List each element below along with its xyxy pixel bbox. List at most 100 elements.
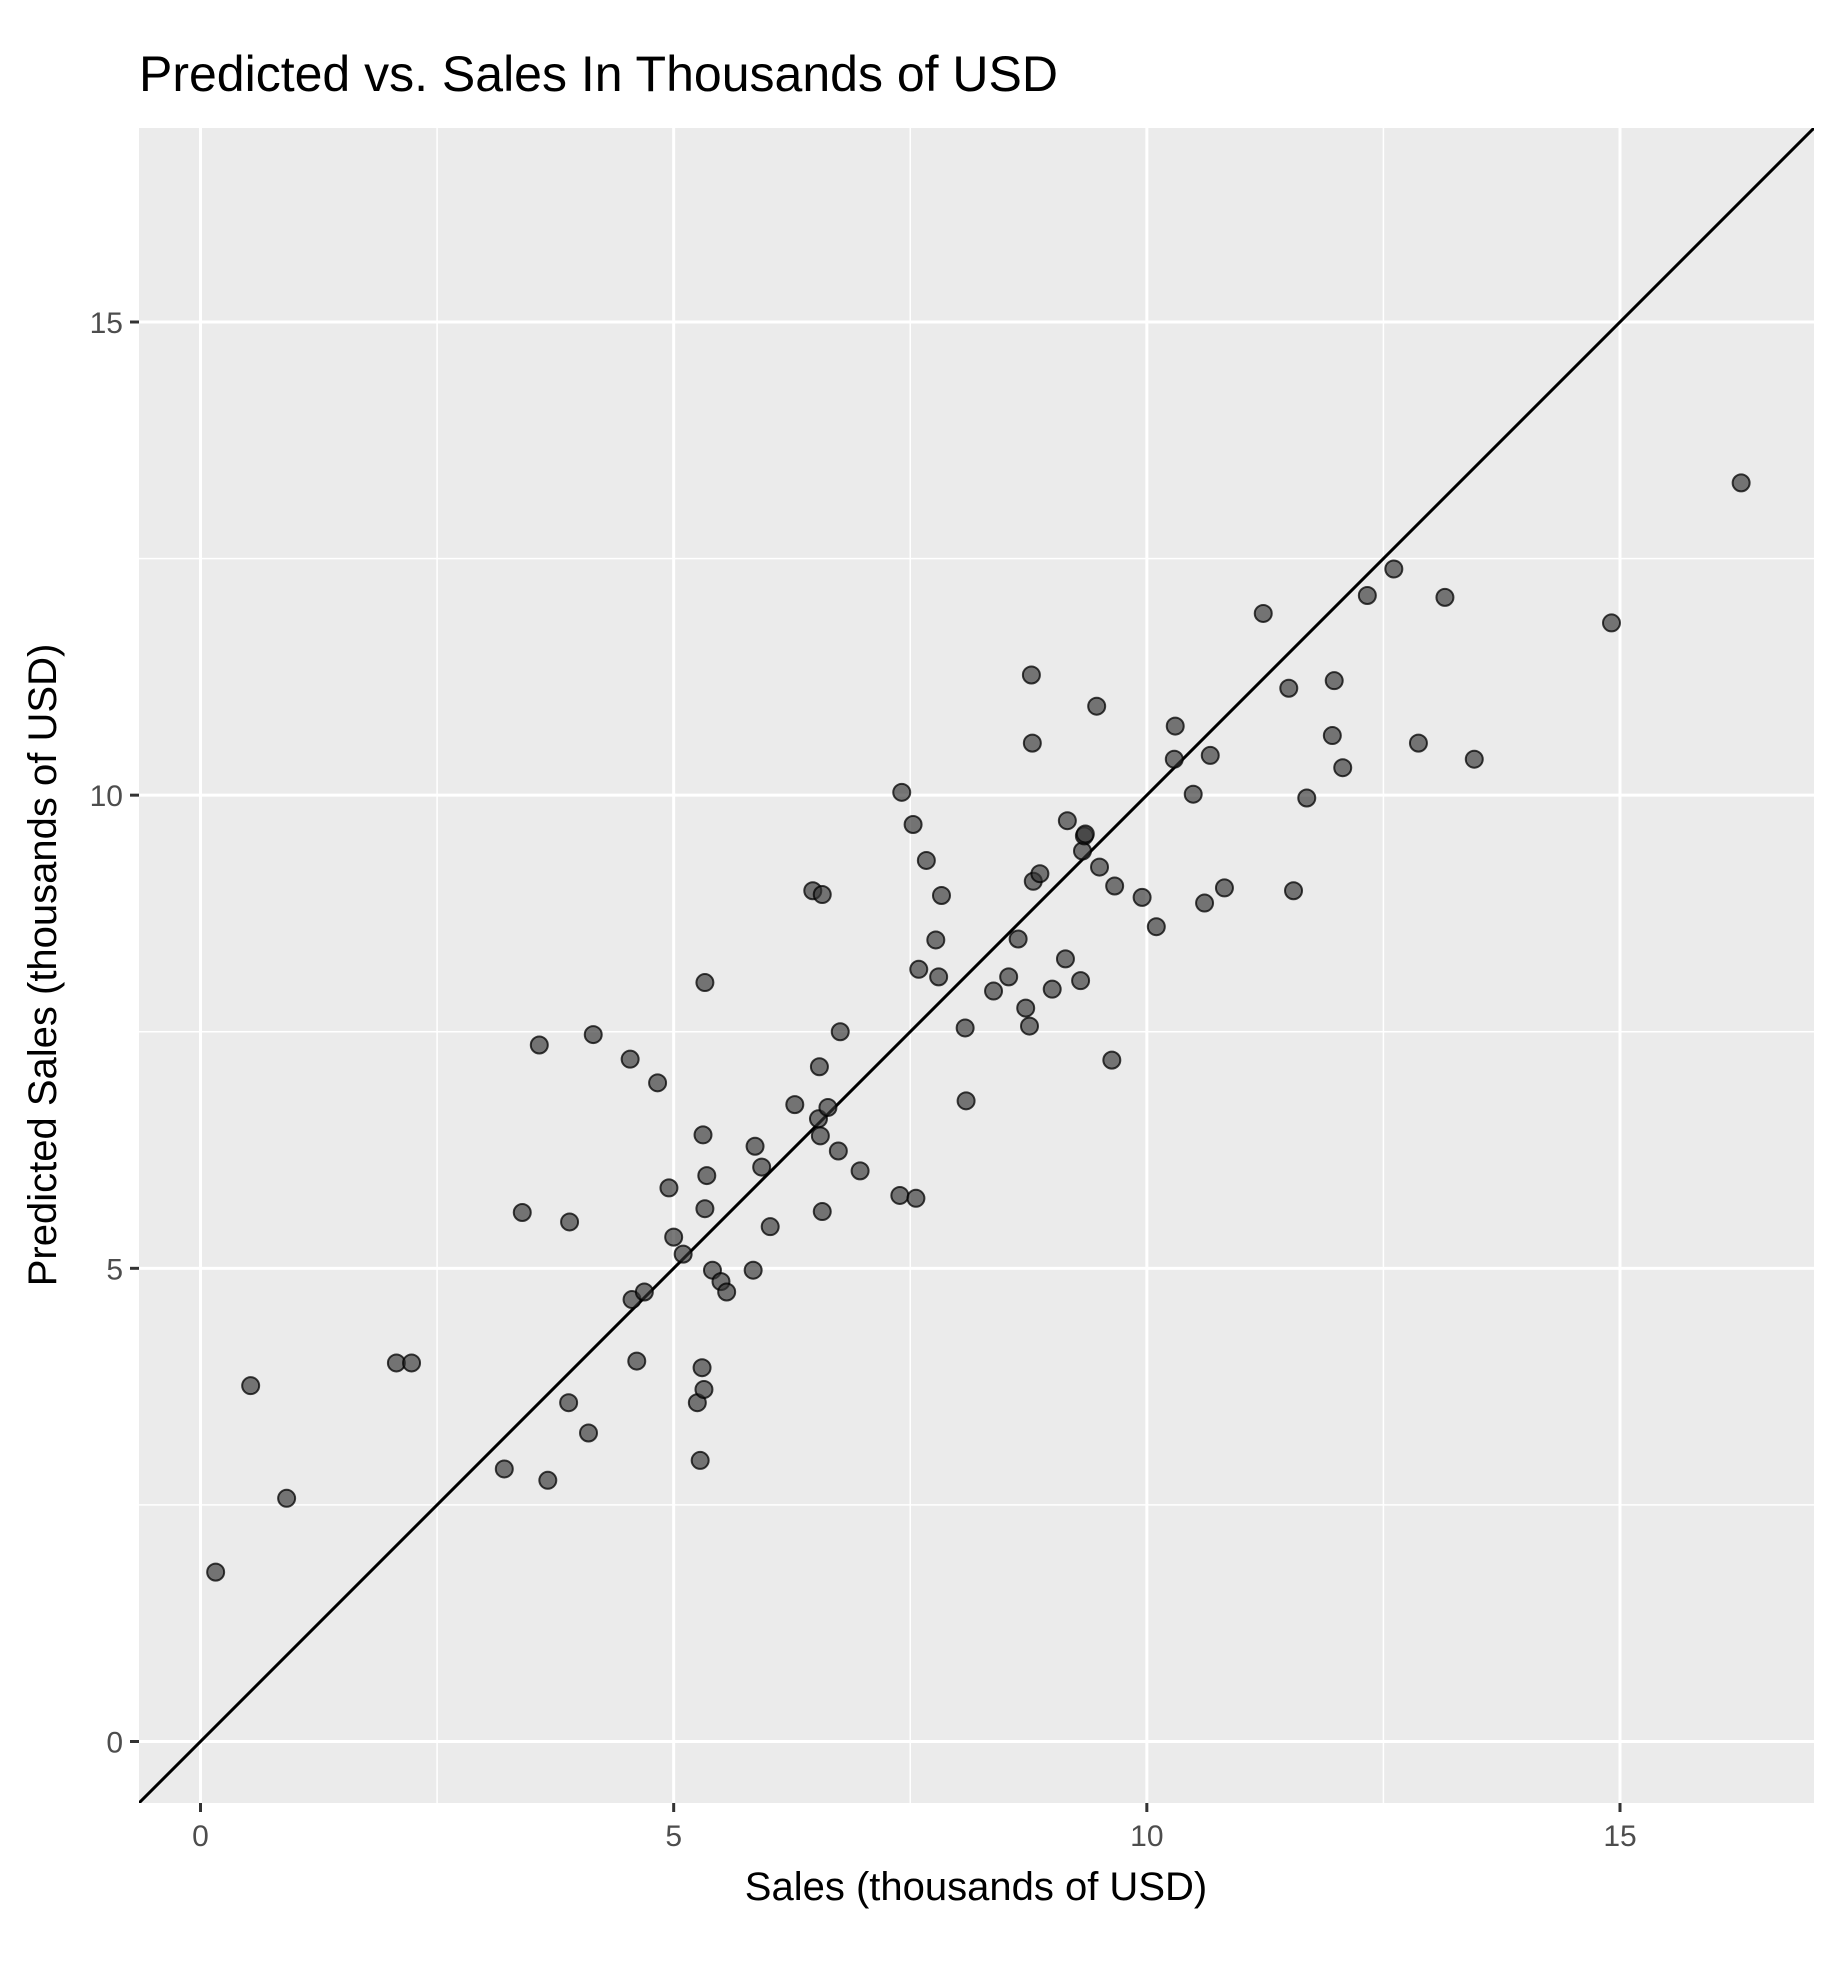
data-point xyxy=(559,1393,579,1413)
data-point xyxy=(583,1025,603,1045)
data-point xyxy=(512,1202,532,1222)
data-point xyxy=(931,885,951,905)
grid-major xyxy=(139,128,1814,1803)
data-point xyxy=(1075,824,1095,844)
data-point xyxy=(241,1376,261,1396)
data-point xyxy=(1200,745,1220,765)
data-point xyxy=(809,1057,829,1077)
data-point xyxy=(1279,678,1299,698)
y-tick-label: 5 xyxy=(106,1253,123,1286)
data-point xyxy=(892,782,912,802)
data-point xyxy=(664,1227,684,1247)
data-point xyxy=(1165,716,1185,736)
data-point xyxy=(999,967,1019,987)
data-point xyxy=(620,1049,640,1069)
data-point xyxy=(743,1260,763,1280)
data-point xyxy=(1016,998,1036,1018)
data-point xyxy=(810,1126,830,1146)
data-point xyxy=(906,1188,926,1208)
data-point xyxy=(1102,1050,1122,1070)
data-point xyxy=(1183,784,1203,804)
data-point xyxy=(206,1562,226,1582)
data-point xyxy=(1195,893,1215,913)
data-point xyxy=(560,1212,580,1232)
data-point xyxy=(634,1282,654,1302)
data-point xyxy=(830,1022,850,1042)
data-point xyxy=(692,1358,712,1378)
data-point xyxy=(955,1018,975,1038)
data-point xyxy=(828,1141,848,1161)
data-point xyxy=(1333,758,1353,778)
data-point xyxy=(690,1450,710,1470)
data-point xyxy=(695,1199,715,1219)
data-point xyxy=(812,1202,832,1222)
reference-line xyxy=(139,128,1814,1803)
y-axis-title: Predicted Sales (thousands of USD) xyxy=(21,644,65,1287)
data-point xyxy=(717,1282,737,1302)
data-point xyxy=(1071,971,1091,991)
data-point xyxy=(956,1091,976,1111)
y-tick-label: 10 xyxy=(90,780,123,813)
data-point xyxy=(1601,613,1621,633)
data-point xyxy=(277,1488,297,1508)
data-point xyxy=(745,1136,765,1156)
data-point xyxy=(1087,696,1107,716)
data-point xyxy=(984,981,1004,1001)
data-point xyxy=(1214,878,1234,898)
data-point xyxy=(1132,887,1152,907)
data-point xyxy=(1297,788,1317,808)
reference-line-group xyxy=(139,128,1814,1803)
data-point xyxy=(812,885,832,905)
x-tick-label: 5 xyxy=(665,1820,682,1853)
data-point xyxy=(697,1166,717,1186)
data-point xyxy=(1357,585,1377,605)
data-point xyxy=(1090,857,1110,877)
data-point xyxy=(693,1125,713,1145)
data-point xyxy=(909,959,929,979)
data-point xyxy=(1384,559,1404,579)
data-point xyxy=(529,1035,549,1055)
data-point xyxy=(1022,733,1042,753)
data-point xyxy=(1030,864,1050,884)
data-point xyxy=(1055,949,1075,969)
data-point xyxy=(627,1351,647,1371)
data-point xyxy=(1464,749,1484,769)
data-point xyxy=(1284,881,1304,901)
data-point xyxy=(694,1379,714,1399)
data-point xyxy=(752,1157,772,1177)
data-point xyxy=(1408,733,1428,753)
data-point xyxy=(926,930,946,950)
data-point xyxy=(1731,473,1751,493)
y-tick-label: 0 xyxy=(106,1726,123,1759)
data-point xyxy=(1019,1016,1039,1036)
data-point xyxy=(1253,603,1273,623)
data-point xyxy=(695,973,715,993)
data-point xyxy=(494,1459,514,1479)
data-point xyxy=(916,850,936,870)
data-point xyxy=(538,1470,558,1490)
data-point xyxy=(1164,749,1184,769)
data-point xyxy=(1105,876,1125,896)
data-point xyxy=(890,1185,910,1205)
data-point xyxy=(1322,726,1342,746)
x-tick-label: 10 xyxy=(1130,1820,1163,1853)
data-point xyxy=(818,1097,838,1117)
data-point xyxy=(760,1217,780,1237)
data-point xyxy=(1324,671,1344,691)
y-tick-label: 15 xyxy=(90,307,123,340)
data-point xyxy=(1435,587,1455,607)
chart-title: Predicted vs. Sales In Thousands of USD xyxy=(139,46,1058,102)
data-point xyxy=(903,814,923,834)
data-point xyxy=(1021,665,1041,685)
data-point xyxy=(659,1178,679,1198)
y-axis-ticks: 0 5 10 15 xyxy=(90,307,139,1759)
x-axis-ticks: 0 5 10 15 xyxy=(192,1803,1637,1853)
x-tick-label: 0 xyxy=(192,1820,209,1853)
data-point xyxy=(402,1353,422,1373)
data-point xyxy=(579,1423,599,1443)
data-points xyxy=(206,473,1751,1582)
x-tick-label: 15 xyxy=(1603,1820,1636,1853)
data-point xyxy=(785,1095,805,1115)
data-point xyxy=(673,1244,693,1264)
